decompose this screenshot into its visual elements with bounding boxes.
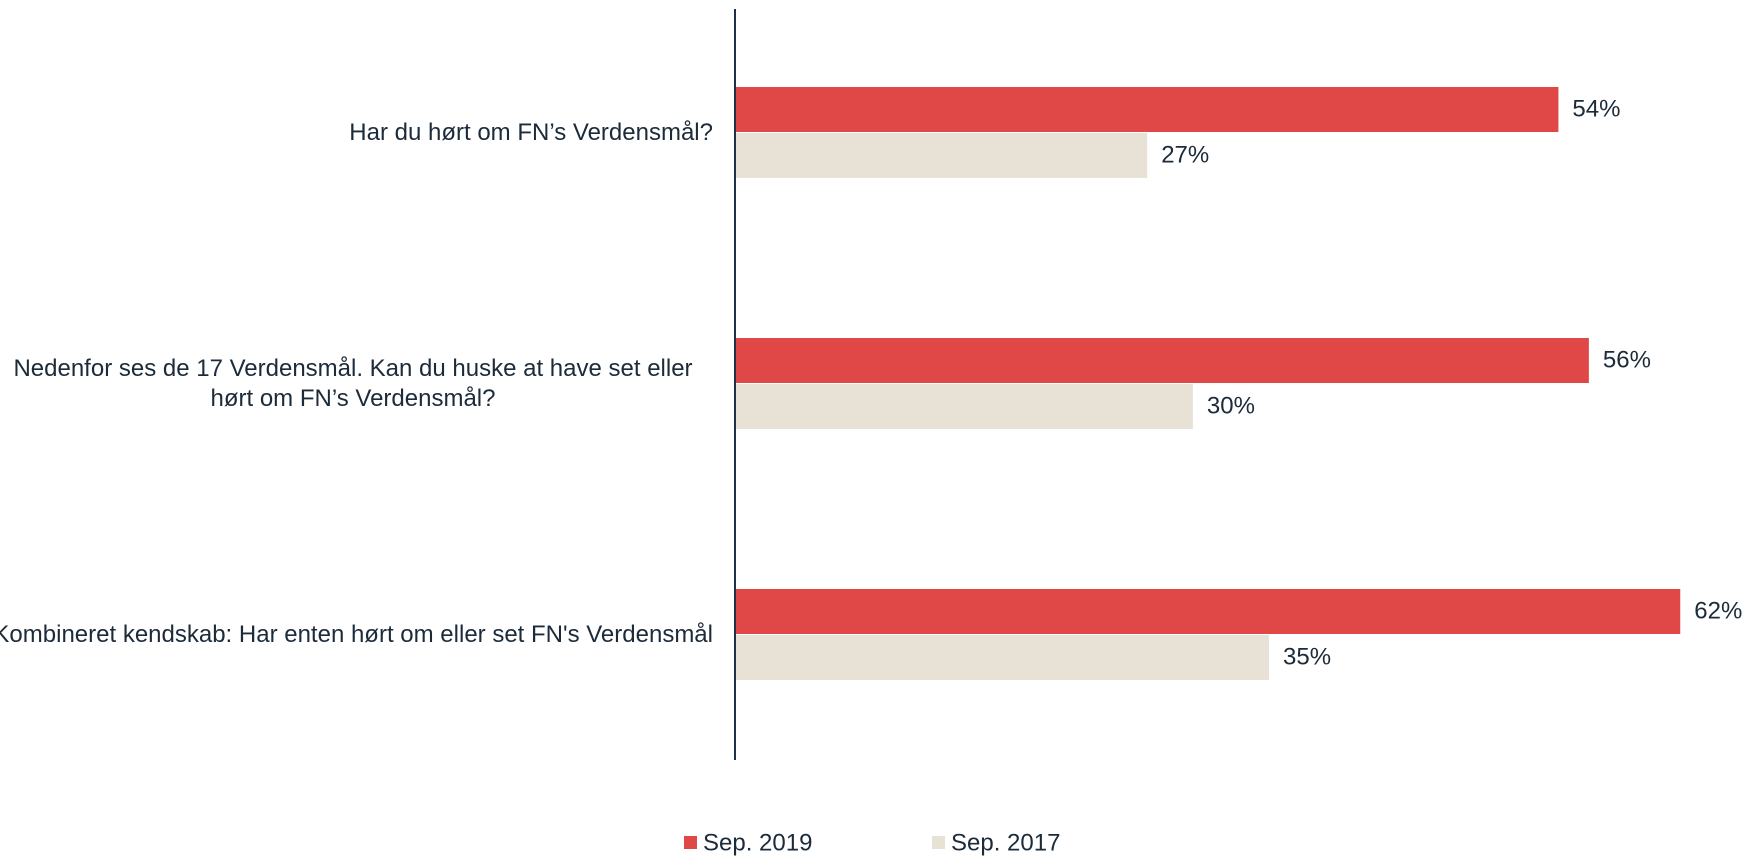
bar [736, 133, 1148, 178]
value-label: 27% [1161, 141, 1209, 168]
value-label: 30% [1207, 392, 1255, 419]
bar [736, 338, 1589, 383]
legend-label: Sep. 2017 [951, 829, 1060, 856]
value-label: 35% [1283, 643, 1331, 670]
category-label: Kombineret kendskab: Har enten hørt om e… [0, 620, 713, 650]
legend-swatch [684, 836, 697, 849]
category-label-text: Har du hørt om FN’s Verdensmål? [349, 119, 713, 146]
bar [736, 589, 1681, 634]
category-label-text: Kombineret kendskab: Har enten hørt om e… [0, 621, 713, 648]
bar [736, 635, 1270, 680]
legend-swatch [932, 836, 945, 849]
bar [736, 87, 1559, 132]
category-label: Har du hørt om FN’s Verdensmål? [0, 118, 713, 148]
bar [736, 384, 1193, 429]
value-label: 62% [1694, 597, 1742, 624]
value-label: 56% [1603, 346, 1651, 373]
value-label: 54% [1572, 95, 1620, 122]
category-label-text: Nedenfor ses de 17 Verdensmål. Kan du hu… [13, 355, 693, 412]
category-label: Nedenfor ses de 17 Verdensmål. Kan du hu… [0, 354, 713, 414]
legend-label: Sep. 2019 [703, 829, 812, 856]
